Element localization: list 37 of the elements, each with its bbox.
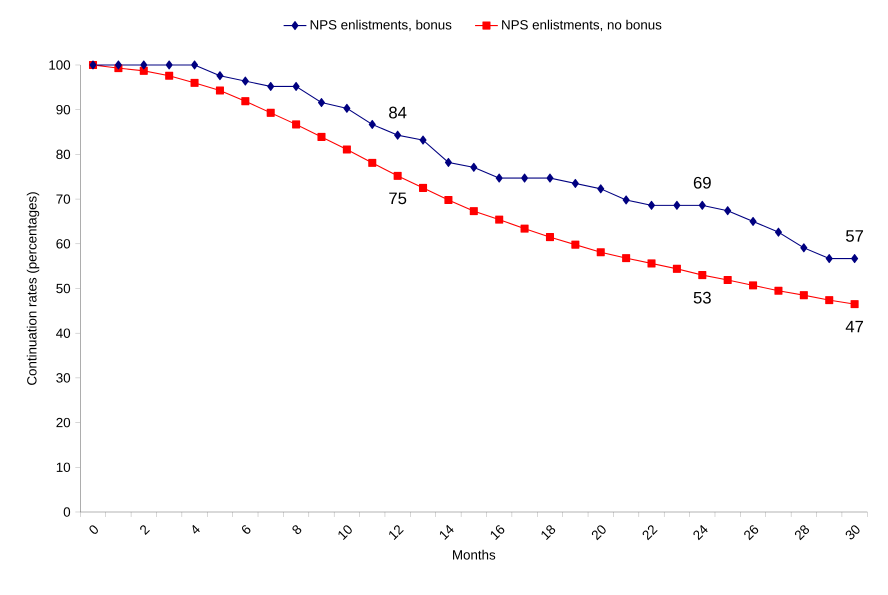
x-tick-label: 20: [592, 525, 606, 540]
data-label: 53: [694, 292, 711, 304]
y-axis-title: Continuation rates (percentages): [26, 192, 40, 385]
legend-label: NPS enlistments, no bonus: [502, 20, 662, 32]
x-tick-label: 8: [292, 525, 302, 534]
y-tick-label: 10: [56, 462, 70, 472]
x-tick-label: 24: [693, 524, 708, 540]
data-label: 84: [389, 106, 406, 118]
x-tick-label: 16: [490, 525, 504, 540]
x-tick-label: 14: [440, 524, 454, 540]
x-tick-label: 6: [242, 525, 250, 534]
y-tick-label: 0: [64, 507, 70, 517]
y-tick-label: 30: [56, 373, 70, 383]
x-tick-label: 2: [140, 525, 150, 535]
x-tick-label: 12: [389, 525, 404, 540]
x-tick-label: 10: [338, 525, 352, 540]
x-tick-label: 4: [192, 524, 200, 534]
x-tick-label: 26: [744, 525, 758, 540]
x-tick-label: 30: [846, 525, 860, 540]
data-label: 75: [389, 192, 406, 204]
y-tick-label: 60: [56, 239, 70, 249]
data-label: 57: [846, 230, 864, 242]
y-tick-label: 40: [56, 328, 70, 338]
y-tick-label: 50: [56, 284, 70, 294]
x-tick-label: 0: [89, 525, 98, 534]
x-axis-title: Months: [453, 550, 496, 560]
data-label: 47: [846, 320, 864, 332]
legend-label: NPS enlistments, bonus: [310, 20, 452, 32]
y-tick-label: 20: [56, 418, 70, 428]
x-tick-label: 22: [642, 525, 658, 540]
x-tick-label: 28: [794, 525, 810, 540]
y-tick-label: 80: [56, 150, 70, 160]
y-tick-label: 70: [56, 194, 70, 204]
y-tick-label: 90: [56, 104, 70, 114]
y-tick-label: 100: [49, 60, 70, 70]
data-label: 69: [694, 176, 711, 189]
x-tick-label: 18: [542, 525, 556, 540]
